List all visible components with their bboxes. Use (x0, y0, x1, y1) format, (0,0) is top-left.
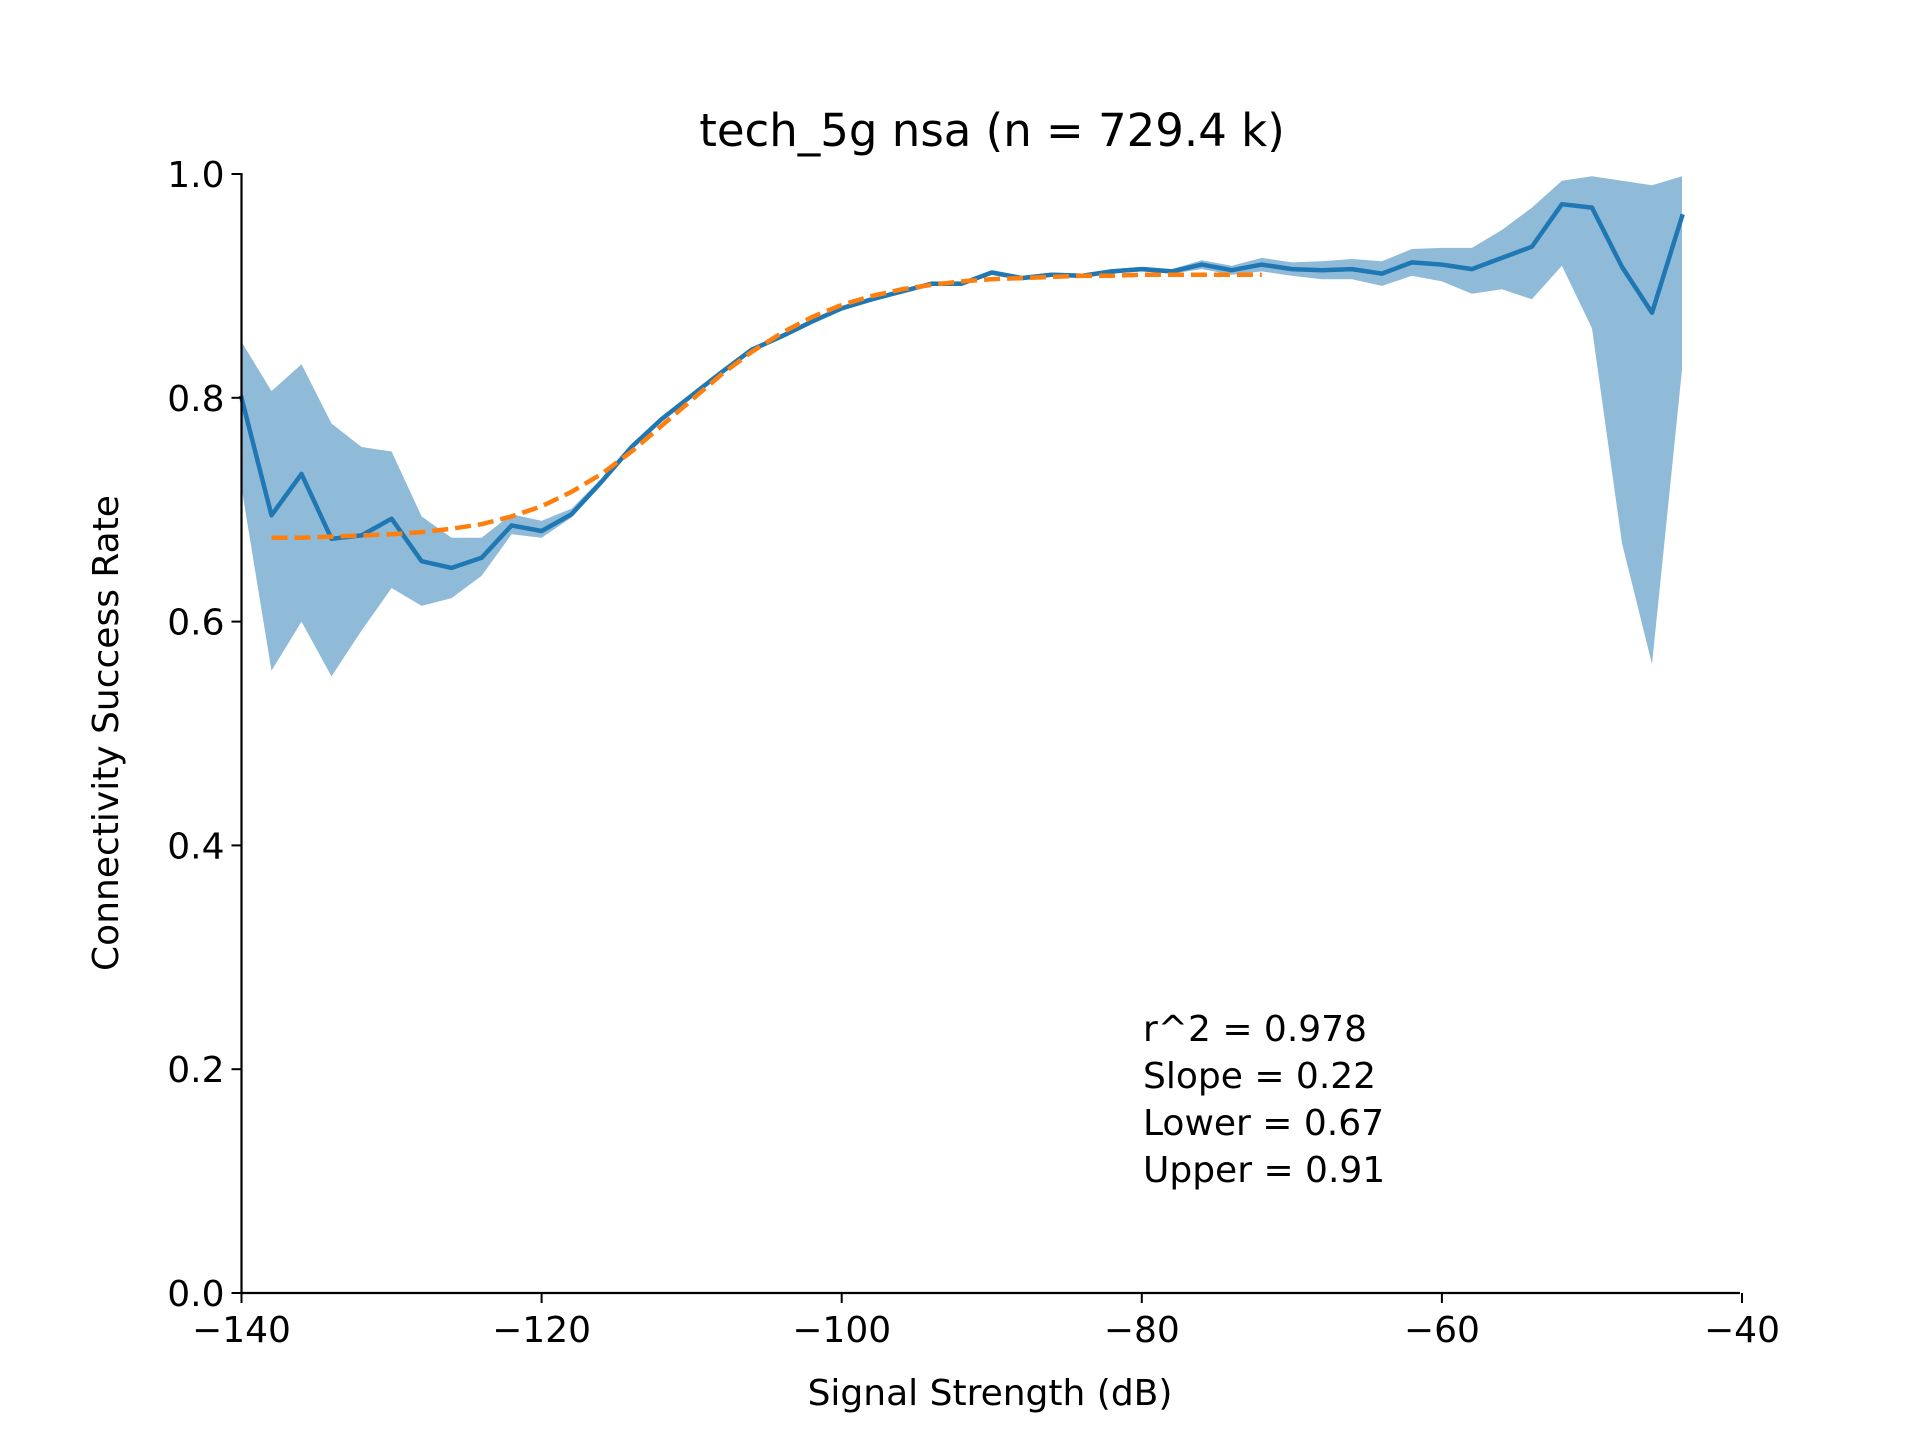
y-tick-label: 0.4 (167, 826, 224, 867)
x-tick-label: −100 (792, 1310, 891, 1351)
plot-area (238, 176, 1685, 677)
y-axis-ticks: 0.0 0.2 0.4 0.6 0.8 1.0 (167, 155, 242, 1315)
annotation-lower: Lower = 0.67 (1143, 1103, 1384, 1144)
annotation-slope: Slope = 0.22 (1143, 1056, 1376, 1097)
confidence-band (241, 176, 1682, 677)
fit-stats-annotation: r^2 = 0.978 Slope = 0.22 Lower = 0.67 Up… (1143, 1009, 1385, 1191)
x-axis-label: Signal Strength (dB) (808, 1373, 1173, 1414)
annotation-upper: Upper = 0.91 (1143, 1150, 1385, 1191)
y-tick-label: 1.0 (167, 155, 224, 196)
y-tick-label: 0.6 (167, 603, 224, 644)
x-tick-label: −40 (1704, 1310, 1780, 1351)
y-tick-label: 0.2 (167, 1050, 224, 1091)
annotation-r2: r^2 = 0.978 (1143, 1009, 1367, 1050)
axes (240, 173, 1740, 1295)
x-axis-ticks: −140 −120 −100 −80 −60 −40 (192, 1293, 1780, 1351)
y-axis-label: Connectivity Success Rate (86, 495, 127, 971)
x-tick-label: −140 (192, 1310, 291, 1351)
fitted-curve (271, 272, 1262, 540)
x-tick-label: −60 (1404, 1310, 1480, 1351)
y-tick-label: 0.0 (167, 1274, 224, 1315)
x-tick-label: −80 (1104, 1310, 1180, 1351)
chart-title: tech_5g nsa (n = 729.4 k) (699, 104, 1285, 157)
observed-series-line (238, 201, 1685, 571)
y-tick-label: 0.8 (167, 379, 224, 420)
x-tick-label: −120 (492, 1310, 591, 1351)
